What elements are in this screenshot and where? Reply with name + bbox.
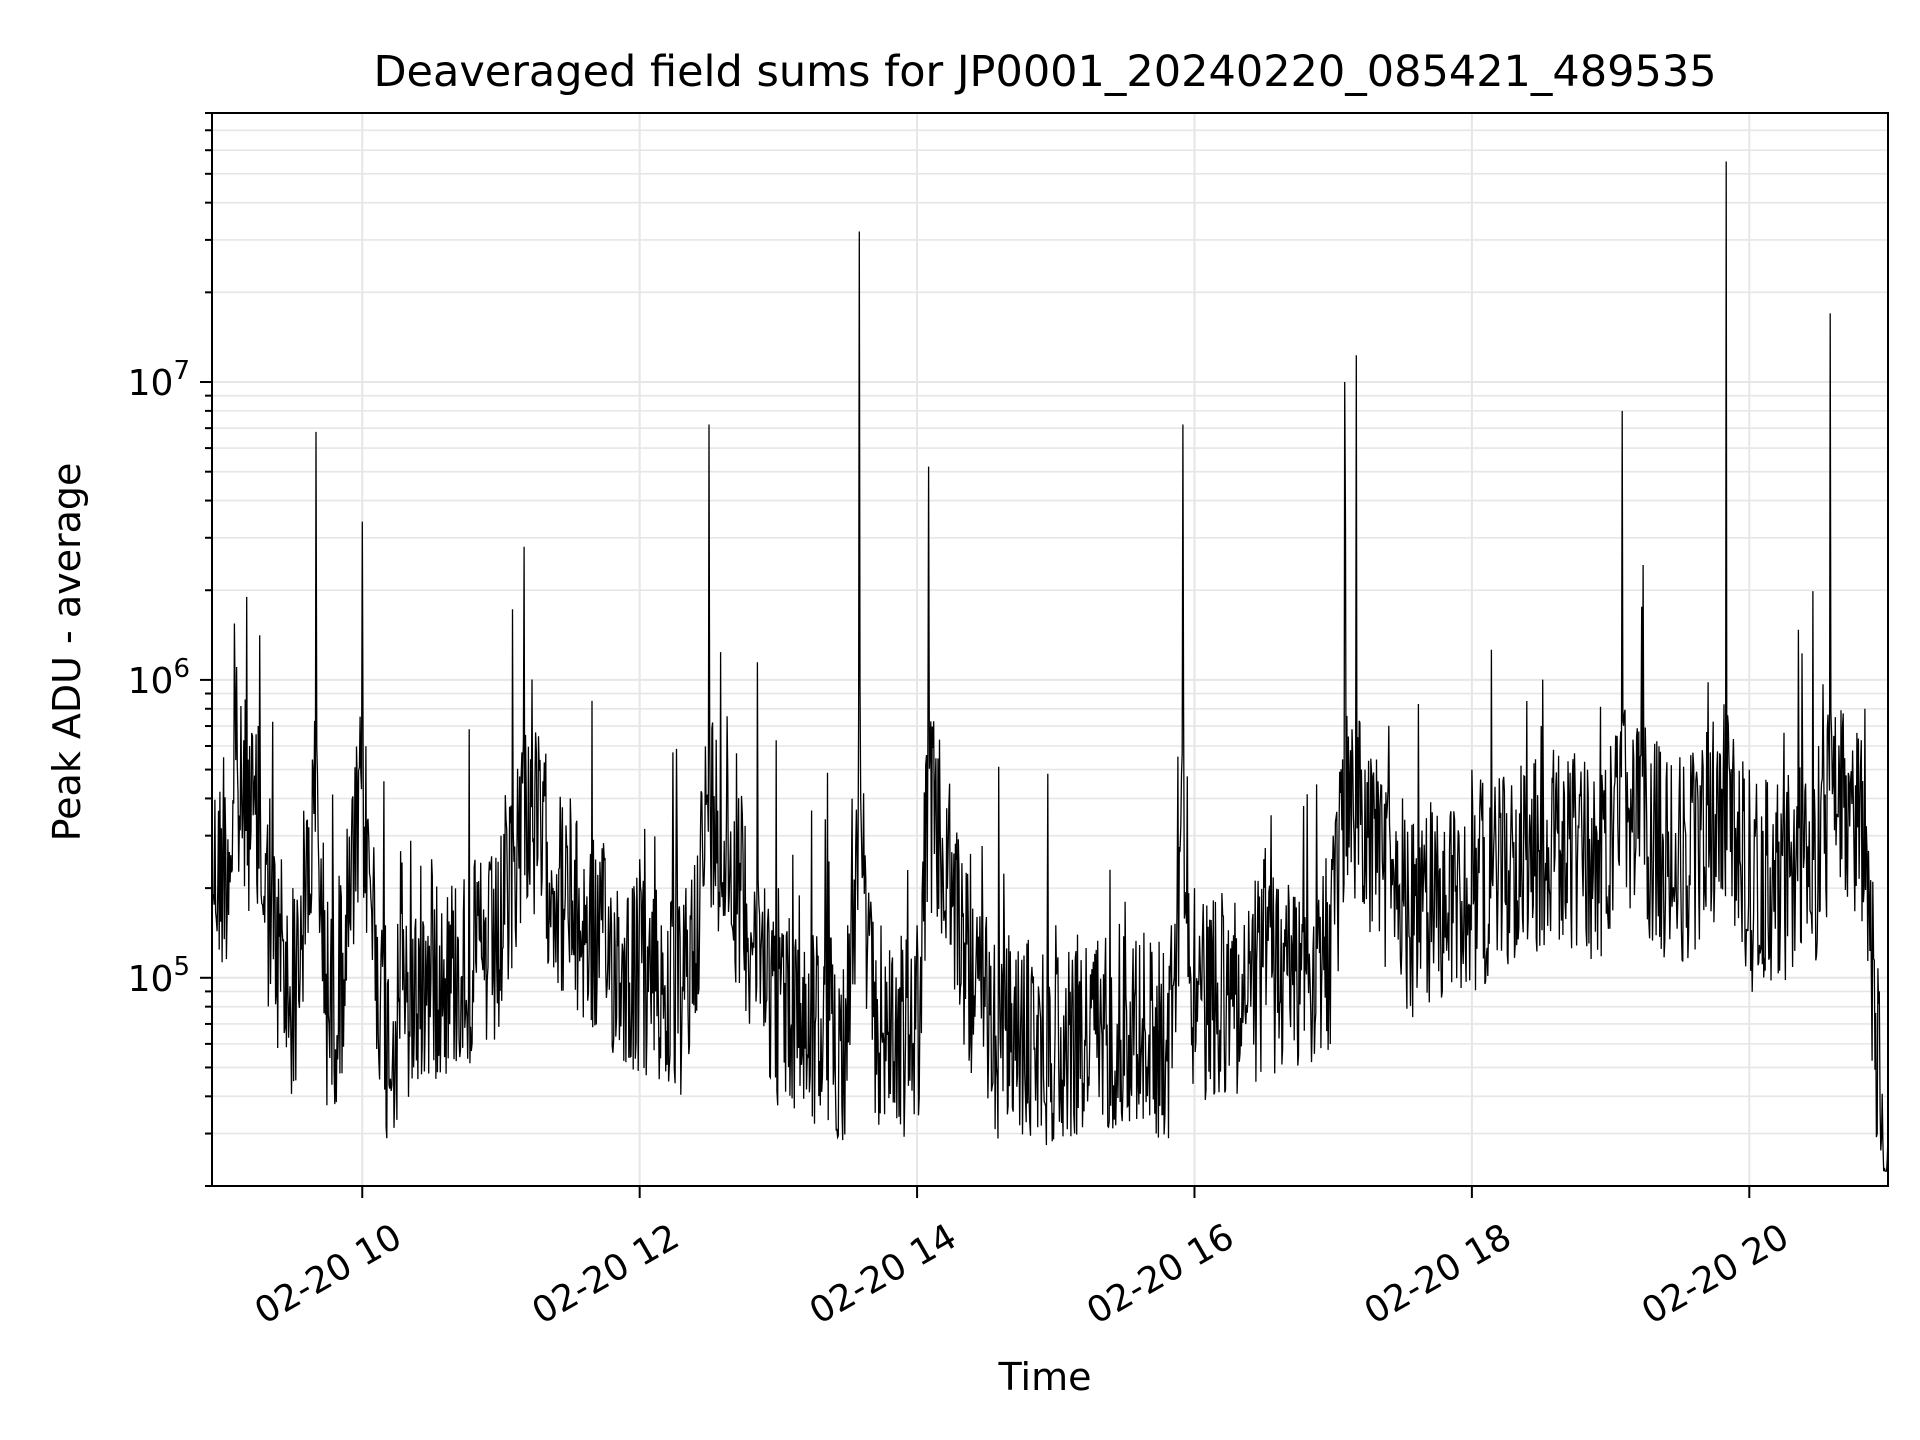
y-tick-label: 105: [128, 952, 190, 1000]
plot-line-group: [211, 161, 1889, 1172]
x-axis: 02-20 10 02-20 12 02-20 14 02-20 16 02-20 18…: [248, 1186, 1796, 1333]
x-tick-label: 02-20 14: [803, 1216, 964, 1332]
y-axis-label: Peak ADU - average: [45, 463, 89, 842]
x-axis-label: Time: [998, 1355, 1092, 1399]
data-series-line: [211, 161, 1889, 1172]
x-tick-label: 02-20 20: [1635, 1216, 1796, 1332]
chart-title: Deaveraged field sums for JP0001_2024022…: [373, 47, 1716, 97]
x-tick-label: 02-20 12: [525, 1216, 686, 1332]
x-tick-label: 02-20 18: [1358, 1216, 1519, 1332]
y-tick-label: 106: [128, 654, 190, 702]
x-tick-label: 02-20 10: [248, 1216, 409, 1332]
y-tick-label: 107: [128, 356, 190, 404]
y-axis: 105 106 107: [128, 112, 212, 1187]
x-tick-label: 02-20 16: [1080, 1216, 1241, 1332]
plot-frame: [211, 112, 1889, 1187]
